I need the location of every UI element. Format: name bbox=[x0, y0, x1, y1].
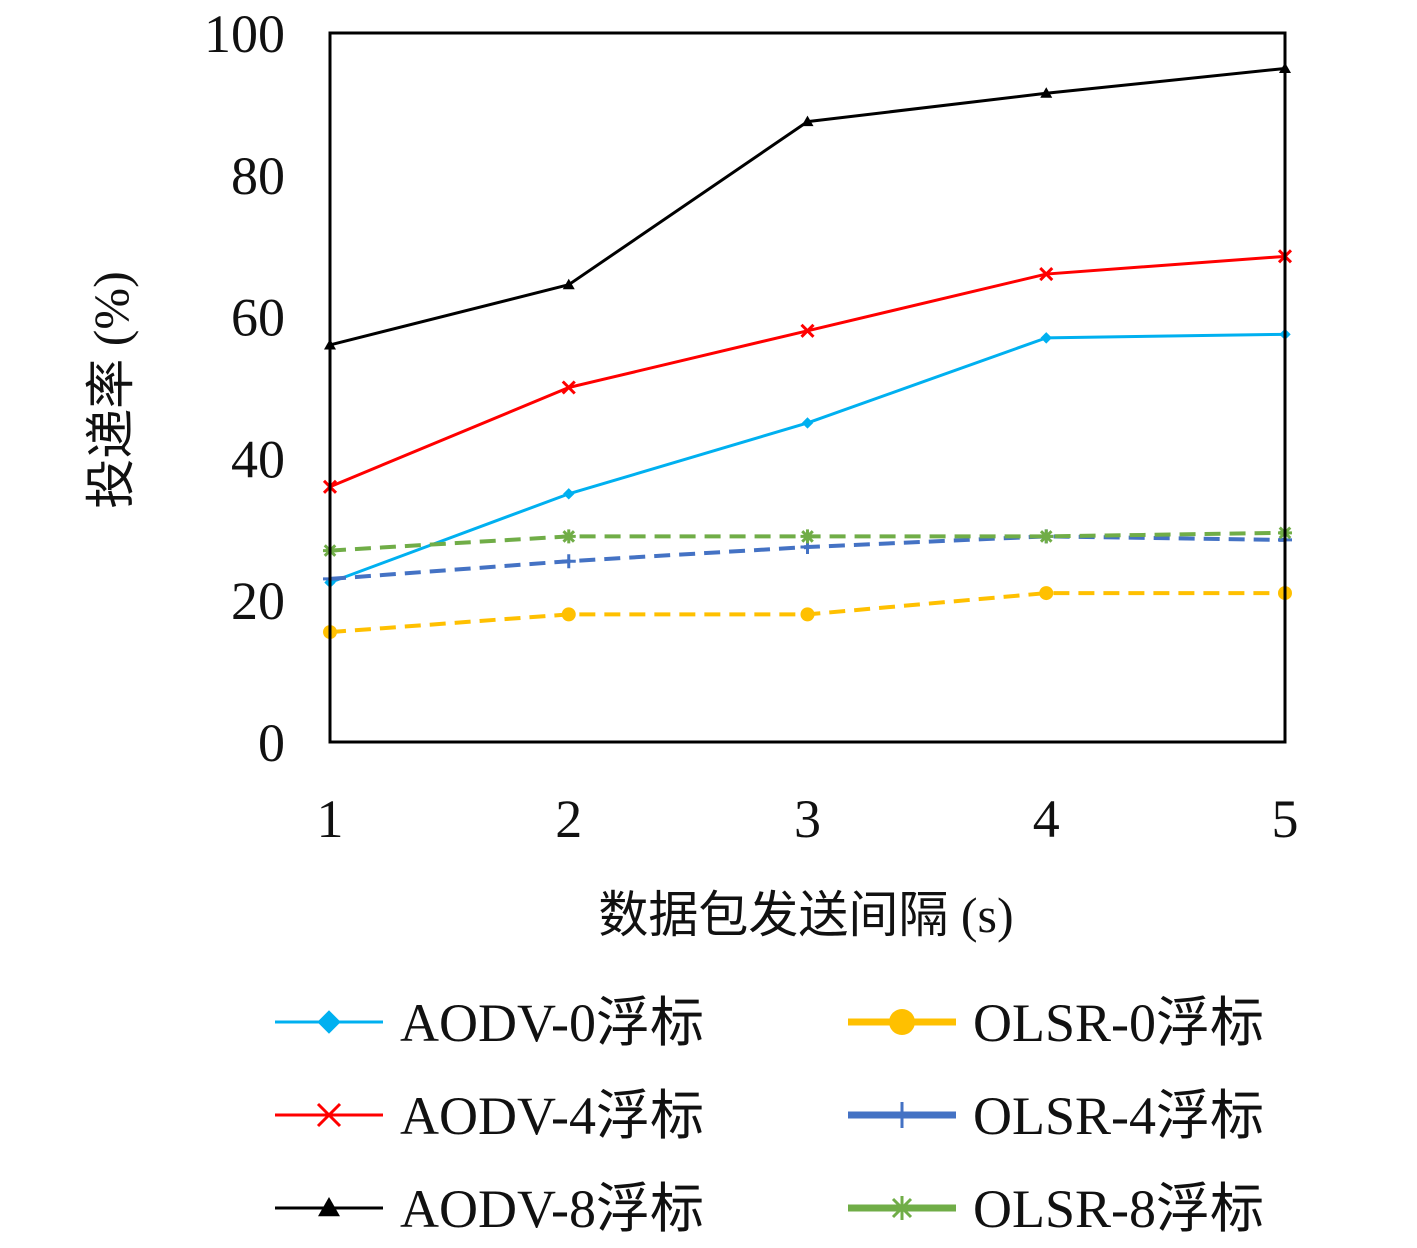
data-point bbox=[561, 607, 576, 622]
plot-frame bbox=[328, 31, 1287, 744]
y-tick-label: 60 bbox=[231, 288, 285, 348]
legend-marker bbox=[318, 1197, 340, 1217]
data-point bbox=[561, 380, 576, 395]
data-point bbox=[1040, 87, 1053, 98]
data-point bbox=[800, 323, 815, 338]
legend-entry: AODV-4浮标 bbox=[275, 1086, 704, 1146]
y-tick-label: 40 bbox=[231, 429, 285, 489]
legend: AODV-0浮标 AODV-4浮标 AODV-8浮标 OLSR-0浮标 OLSR-4浮标… bbox=[275, 993, 1264, 1239]
data-point bbox=[1039, 529, 1054, 544]
legend-entry: OLSR-4浮标 bbox=[848, 1086, 1264, 1146]
y-tick-label: 100 bbox=[204, 4, 285, 64]
x-tick-label: 3 bbox=[794, 789, 821, 849]
data-point bbox=[800, 607, 815, 622]
y-tick-label: 80 bbox=[231, 146, 285, 206]
data-point bbox=[801, 115, 814, 127]
plot-area bbox=[322, 62, 1293, 640]
legend-entry: AODV-0浮标 bbox=[275, 993, 704, 1053]
x-tick-label: 4 bbox=[1033, 789, 1060, 849]
legend-marker bbox=[889, 1009, 915, 1035]
legend-label: OLSR-0浮标 bbox=[973, 993, 1264, 1053]
legend-marker bbox=[316, 1102, 342, 1128]
series-4 bbox=[323, 586, 1292, 640]
x-tick-label: 2 bbox=[555, 789, 582, 849]
legend-label: OLSR-4浮标 bbox=[973, 1086, 1264, 1146]
data-point bbox=[1040, 332, 1052, 344]
legend-entry: OLSR-8浮标 bbox=[848, 1179, 1264, 1239]
data-point bbox=[800, 529, 815, 544]
legend-label: AODV-8浮标 bbox=[400, 1179, 704, 1239]
data-point bbox=[563, 488, 575, 500]
series-line bbox=[329, 254, 1286, 489]
data-point bbox=[561, 529, 576, 544]
data-point bbox=[801, 417, 814, 429]
legend-entry: AODV-8浮标 bbox=[275, 1179, 704, 1239]
x-axis-label: 数据包发送间隔 (s) bbox=[598, 887, 1013, 943]
legend-label: OLSR-8浮标 bbox=[973, 1179, 1264, 1239]
y-tick-label: 0 bbox=[258, 713, 285, 773]
x-tick-label: 5 bbox=[1272, 789, 1299, 849]
y-tick-label: 20 bbox=[231, 571, 285, 631]
legend-marker bbox=[890, 1196, 914, 1220]
y-axis-label: 投递率 (%) bbox=[83, 271, 139, 508]
legend-entry: OLSR-0浮标 bbox=[848, 993, 1264, 1053]
legend-label: AODV-4浮标 bbox=[400, 1086, 704, 1146]
x-tick-label: 1 bbox=[317, 789, 344, 849]
legend-label: AODV-0浮标 bbox=[400, 993, 704, 1053]
legend-marker bbox=[889, 1102, 915, 1128]
series-3 bbox=[324, 62, 1291, 350]
data-point bbox=[562, 278, 575, 290]
axes: 0 20 40 60 80 100 1 2 3 4 5 bbox=[204, 4, 1299, 849]
series-line bbox=[329, 66, 1286, 347]
data-point bbox=[1039, 586, 1054, 601]
data-point bbox=[1039, 266, 1054, 282]
data-point bbox=[561, 554, 576, 569]
series-2 bbox=[322, 249, 1293, 494]
legend-marker bbox=[317, 1010, 341, 1034]
